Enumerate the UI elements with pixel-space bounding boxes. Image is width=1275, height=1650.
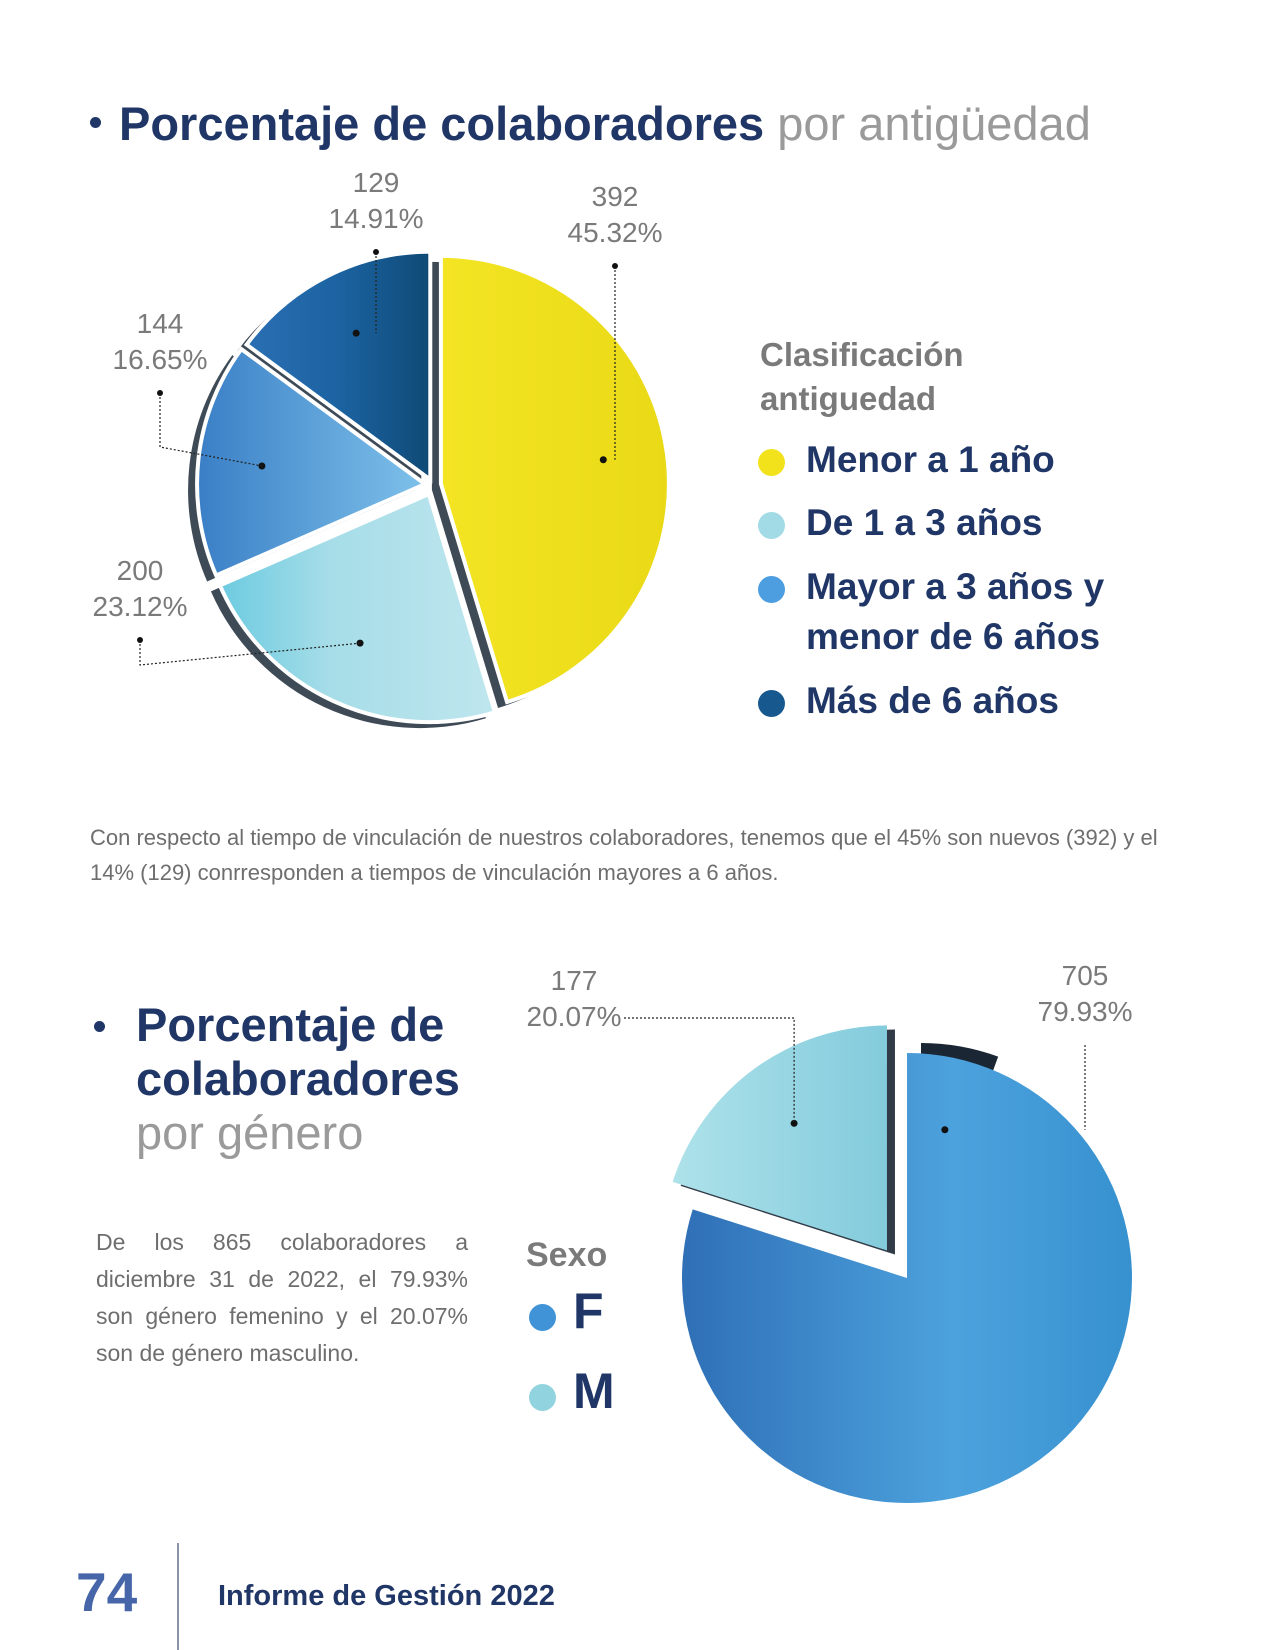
tenure-legend-title: Clasificación antiguedad xyxy=(760,333,964,421)
section2-title-line1: Porcentaje de xyxy=(94,998,460,1052)
leader-dot xyxy=(599,456,607,464)
data-label-value: 200 xyxy=(117,555,164,586)
section1-title-light: por antigüedad xyxy=(777,97,1091,150)
legend-color-dot xyxy=(758,512,785,539)
bullet-icon xyxy=(90,117,101,129)
section2-title-light: por género xyxy=(136,1106,364,1159)
data-label-value: 177 xyxy=(551,965,598,996)
leader-dot xyxy=(356,639,364,647)
tenure-pie-chart: 392 45.32% 200 23.12% 144 16.65% 129 14.91% xyxy=(93,170,671,729)
data-label-percent: 14.91% xyxy=(329,203,424,234)
gender-pie-chart: 705 79.93% 177 20.07% xyxy=(527,960,1133,1503)
leader-dot xyxy=(790,1119,798,1127)
data-label-percent: 20.07% xyxy=(527,1001,622,1032)
pie-slice-3 xyxy=(195,346,430,579)
leader-line xyxy=(139,640,361,666)
gender-paragraph: De los 865 colaboradores a diciembre 31 … xyxy=(96,1229,468,1366)
legend-color-dot xyxy=(758,576,785,603)
pie-slice-F xyxy=(682,1053,1132,1503)
section2-title: Porcentaje de colaboradores por género xyxy=(94,998,460,1160)
legend-color-dot xyxy=(529,1304,556,1331)
legend-color-dot xyxy=(758,449,785,476)
legend-item-label: M xyxy=(573,1363,615,1419)
section2-title-line2: colaboradores xyxy=(136,1052,460,1105)
pie-slice-4 xyxy=(243,249,433,484)
tenure-paragraph: Con respecto al tiempo de vinculación de… xyxy=(90,825,1158,885)
legend-item-label: Mayor a 3 años y menor de 6 años xyxy=(806,566,1105,657)
data-label-percent: 79.93% xyxy=(1038,996,1133,1027)
leader-dot xyxy=(373,249,379,255)
section1-title: Porcentaje de colaboradores por antigüed… xyxy=(90,96,1091,151)
leader-dot xyxy=(137,637,143,643)
leader-dot xyxy=(352,329,360,337)
gender-legend-title: Sexo xyxy=(526,1236,608,1274)
section1-title-bold: Porcentaje de colaboradores xyxy=(119,97,765,150)
legend-item-label: Menor a 1 año xyxy=(806,439,1055,480)
data-label-value: 129 xyxy=(353,170,400,198)
legend-item-label: F xyxy=(573,1283,604,1339)
data-label-value: 705 xyxy=(1062,960,1109,991)
legend-color-dot xyxy=(529,1384,556,1411)
data-label-value: 144 xyxy=(137,308,184,339)
pie-slice-2 xyxy=(217,491,498,725)
bullet-icon xyxy=(94,1021,105,1032)
data-label-percent: 23.12% xyxy=(93,591,188,622)
legend-item-label: De 1 a 3 años xyxy=(806,502,1043,543)
data-label-percent: 16.65% xyxy=(113,344,208,375)
page-number: 74 xyxy=(76,1561,138,1623)
legend-item-label: Más de 6 años xyxy=(806,680,1059,721)
pie-slice-M xyxy=(672,1025,887,1251)
report-title: Informe de Gestión 2022 xyxy=(218,1580,555,1612)
leader-line xyxy=(624,1017,795,1124)
leader-dot xyxy=(612,263,618,269)
footer-divider xyxy=(177,1543,179,1650)
pie-slice-1 xyxy=(438,253,671,705)
data-label-percent: 45.32% xyxy=(568,217,663,248)
leader-dot xyxy=(157,390,163,396)
leader-dot xyxy=(941,1126,949,1134)
data-label-value: 392 xyxy=(592,181,639,212)
tenure-legend-title-line1: Clasificación xyxy=(760,336,964,373)
legend-color-dot xyxy=(758,690,785,717)
tenure-legend-title-line2: antiguedad xyxy=(760,380,937,417)
leader-line xyxy=(159,393,263,467)
